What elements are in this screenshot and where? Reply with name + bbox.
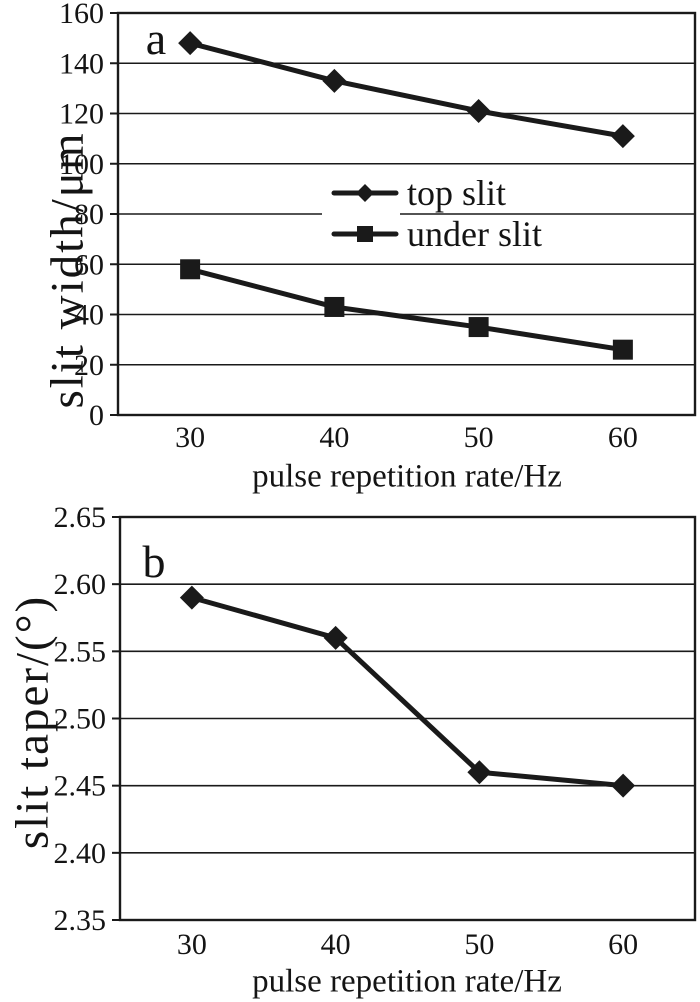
data-point-top-slit (178, 31, 203, 56)
y-tick-label: 2.50 (54, 703, 107, 736)
plot-border (118, 515, 697, 922)
y-tick-label: 40 (74, 299, 104, 332)
data-point-under-slit (468, 317, 489, 338)
data-point-under-slit (324, 296, 345, 317)
series-line-slit-taper (189, 595, 626, 789)
y-tick-label: 2.65 (54, 501, 107, 534)
y-tick-label: 100 (59, 148, 104, 181)
y-tick-label: 2.40 (54, 837, 107, 870)
chart-a-x-axis-title: pulse repetition rate/Hz (252, 458, 562, 495)
legend-label-top-slit: top slit (407, 173, 506, 213)
x-tick-label: 50 (464, 928, 494, 961)
data-point-top-slit (322, 68, 347, 93)
y-tick-label: 120 (59, 98, 104, 131)
x-tick-label: 60 (608, 421, 638, 454)
plot-border (116, 11, 697, 417)
chart-b-y-axis-title: slit taper/(°) (6, 594, 59, 850)
chart-a-panel-letter: a (145, 13, 167, 64)
data-point-under-slit (180, 259, 201, 280)
data-point-slit-taper (611, 773, 636, 798)
data-point-top-slit (466, 98, 491, 123)
x-tick-label: 40 (319, 421, 349, 454)
series-line-under-slit (187, 266, 626, 353)
x-tick-label: 50 (464, 421, 494, 454)
data-point-slit-taper (179, 585, 204, 610)
chart-b-panel-letter: b (142, 536, 166, 587)
y-tick-label: 0 (89, 399, 104, 432)
y-tick-label: 2.55 (54, 635, 107, 668)
chart-b-canvas: 2.65 2.60 2.55 2.50 2.45 2.40 2.35 30 40 50 60 (54, 501, 697, 961)
data-point-top-slit (610, 124, 635, 149)
legend-background (322, 170, 400, 258)
data-point-slit-taper (467, 760, 492, 785)
y-tick-label: 2.35 (54, 904, 107, 937)
x-tick-label: 60 (608, 928, 638, 961)
y-tick-label: 2.60 (54, 568, 107, 601)
legend-square-marker (357, 226, 373, 242)
y-tick-label: 160 (59, 0, 104, 30)
y-tick-label: 80 (74, 198, 104, 231)
y-tick-label: 2.45 (54, 770, 107, 803)
data-point-slit-taper (323, 625, 348, 650)
legend-label-under-slit: under slit (407, 214, 542, 254)
series-line-top-slit (187, 40, 626, 139)
data-point-under-slit (612, 339, 633, 360)
y-tick-label: 60 (74, 248, 104, 281)
y-tick-label: 140 (59, 47, 104, 80)
x-tick-label: 30 (177, 928, 207, 961)
legend-diamond-marker (356, 184, 374, 202)
chart-a-y-axis-title: slit width/μm (41, 131, 94, 409)
x-tick-label: 40 (321, 928, 351, 961)
chart-a-canvas: 160 140 120 100 80 60 40 20 0 30 40 50 60 top slitund… (59, 0, 697, 454)
y-tick-label: 20 (74, 349, 104, 382)
chart-b-x-axis-title: pulse repetition rate/Hz (252, 963, 562, 1000)
x-tick-label: 30 (175, 421, 205, 454)
